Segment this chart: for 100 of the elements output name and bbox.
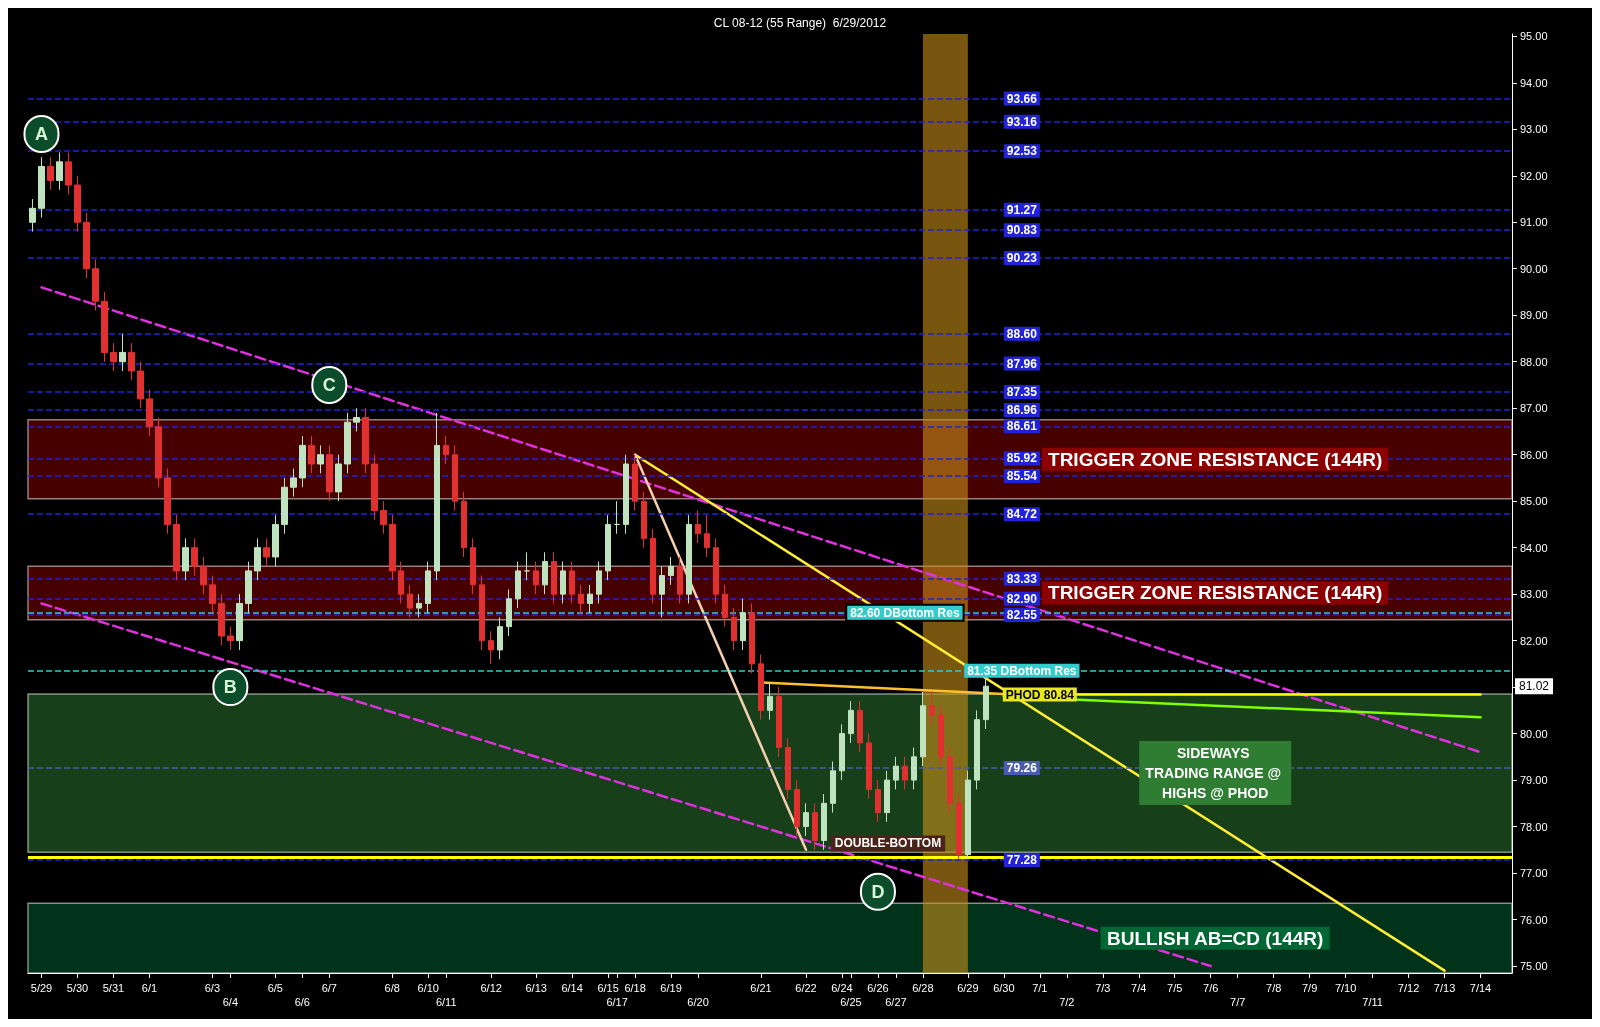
candlestick [749,602,755,674]
ref-line-label: 88.60 [1006,326,1038,341]
y-tick-label: 88.00 [1520,355,1548,368]
ref-line-label: 85.92 [1006,451,1038,466]
candlestick [632,454,638,511]
candlestick [110,342,117,372]
candlestick [740,598,746,651]
chart-title: CL 08-12 (55 Range) 6/29/2012 [713,16,887,30]
x-tick-label: 7/12 [1397,982,1420,994]
candlestick [245,561,252,614]
candlestick [713,537,719,604]
candlestick [290,468,297,498]
band-label: TRIGGER ZONE RESISTANCE (144R) [1048,582,1383,604]
ref-line-label: 77.28 [1006,853,1038,868]
candlestick [425,561,431,614]
x-tick-label: 5/29 [30,982,53,994]
x-tick-label: 6/19 [660,982,682,994]
annotation: DOUBLE-BOTTOM [834,836,942,851]
candlestick [875,779,881,823]
y-tick-label: 85.00 [1520,495,1548,508]
x-tick-label: 6/3 [204,982,221,994]
candlestick [308,435,315,474]
candlestick [479,575,485,651]
x-tick-label: 6/30 [993,982,1015,994]
x-tick-label: 7/8 [1266,982,1282,994]
candlestick [56,152,63,191]
ref-line-label: 87.96 [1006,356,1038,371]
y-tick-label: 89.00 [1520,309,1548,322]
candlestick [983,677,989,730]
candlestick [731,607,737,651]
annotation: D [871,881,885,902]
candlestick [596,561,602,604]
x-tick-label: 7/14 [1469,982,1492,994]
candlestick [902,756,908,790]
candlestick [866,733,872,800]
candlestick [767,681,773,721]
candlestick [362,407,369,474]
candlestick [371,454,378,521]
candlestick [542,551,548,595]
candlestick [668,556,674,586]
candlestick [452,444,458,511]
x-tick-label: 7/10 [1334,982,1357,994]
candlestick [218,593,225,646]
candlestick [65,152,72,195]
x-tick-label: 6/7 [321,982,337,994]
candlestick [506,589,512,637]
x-tick-label: 6/26 [867,982,889,994]
band-label: BULLISH AB=CD (144R) [1107,927,1324,949]
x-tick-label: 6/27 [885,996,907,1008]
x-tick-label: 6/29 [957,982,979,994]
candlestick [164,468,171,535]
x-tick-label: 6/14 [561,982,583,994]
candlestick [956,793,962,860]
x-tick-label: 6/4 [222,996,239,1008]
candlestick [803,802,809,837]
candlestick [155,417,162,488]
candlestick [515,561,521,609]
x-tick-label: 6/18 [624,982,646,994]
candlestick [794,779,800,837]
candlestick [929,691,935,725]
candlestick [470,537,476,595]
candlestick [74,175,81,233]
candlestick [416,593,422,618]
candlestick [704,514,710,558]
x-tick-label: 6/5 [267,982,283,994]
candlestick [614,500,620,535]
band-label: SIDEWAYS TRADING RANGE @ HIGHS @ PHOD [1145,745,1286,802]
candlestick [965,770,971,860]
ref-line-label: 87.35 [1006,384,1038,399]
y-tick-label: 95.00 [1520,30,1548,43]
x-tick-label: 7/7 [1230,996,1246,1008]
y-tick-label: 77.00 [1520,867,1548,880]
candlestick [254,537,261,581]
ref-line-label: 91.27 [1006,202,1038,217]
ref-line-label: 93.66 [1006,91,1038,106]
candlestick [191,537,198,577]
candlestick [137,361,144,409]
y-tick-label: 78.00 [1520,820,1548,833]
candlestick [560,561,566,604]
x-tick-label: 6/17 [606,996,628,1008]
candlestick [209,575,216,614]
y-tick-label: 79.00 [1520,774,1548,787]
candlestick [848,700,854,744]
candlestick [938,705,944,767]
candlestick [398,561,404,604]
candlestick [281,477,288,535]
candlestick [812,802,818,851]
candlestick [182,537,189,581]
candlestick [326,444,333,502]
ref-line-label: 86.96 [1006,403,1038,418]
candlestick [101,291,108,363]
candlestick [659,565,665,618]
candlestick [830,760,836,814]
x-tick-label: 6/25 [840,996,862,1008]
x-tick-label: 7/6 [1203,982,1219,994]
candlestick [353,407,360,432]
candlestick [758,654,764,721]
y-tick-label: 90.00 [1520,262,1548,275]
candlestick [920,691,926,767]
x-tick-label: 7/13 [1433,982,1456,994]
